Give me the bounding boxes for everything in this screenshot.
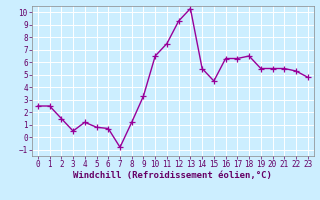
X-axis label: Windchill (Refroidissement éolien,°C): Windchill (Refroidissement éolien,°C)	[73, 171, 272, 180]
